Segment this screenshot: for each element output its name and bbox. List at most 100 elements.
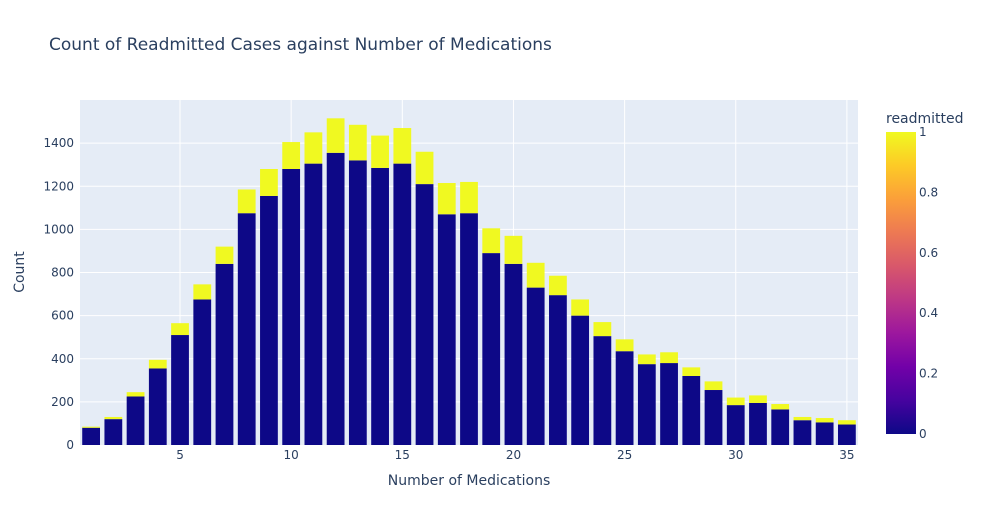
y-axis-ticks: 0 200 400 600 800 1000 1200 1400 bbox=[43, 136, 74, 452]
bar-readmitted-1-x4 bbox=[148, 359, 167, 369]
x-tick-label: 25 bbox=[617, 448, 632, 462]
bars-layer bbox=[82, 118, 856, 445]
bar-readmitted-1-x19 bbox=[482, 228, 501, 254]
bar-readmitted-0-x20 bbox=[504, 263, 523, 445]
bar-readmitted-1-x18 bbox=[460, 181, 478, 214]
bar-readmitted-1-x15 bbox=[393, 128, 412, 164]
bar-readmitted-1-x20 bbox=[504, 235, 523, 264]
bar-readmitted-1-x13 bbox=[348, 124, 367, 161]
colorbar-tick-label: 0.2 bbox=[919, 367, 938, 381]
bar-readmitted-0-x30 bbox=[726, 405, 745, 445]
bar-readmitted-1-x24 bbox=[593, 322, 612, 337]
bar-readmitted-0-x15 bbox=[393, 163, 412, 445]
bar-readmitted-0-x14 bbox=[371, 167, 389, 445]
bar-readmitted-1-x32 bbox=[771, 404, 790, 410]
bar-readmitted-0-x28 bbox=[682, 376, 701, 445]
bar-readmitted-1-x6 bbox=[193, 284, 212, 300]
bar-readmitted-0-x22 bbox=[549, 295, 567, 445]
bar-readmitted-0-x13 bbox=[348, 160, 367, 445]
bar-readmitted-0-x31 bbox=[749, 402, 767, 445]
bar-readmitted-0-x21 bbox=[526, 287, 545, 445]
bar-readmitted-0-x35 bbox=[837, 424, 856, 445]
bar-readmitted-1-x30 bbox=[726, 397, 745, 406]
colorbar-tick-label: 1 bbox=[919, 125, 927, 139]
bar-readmitted-0-x29 bbox=[704, 390, 723, 445]
bar-readmitted-0-x1 bbox=[82, 427, 101, 445]
bar-readmitted-1-x25 bbox=[615, 339, 634, 352]
x-tick-label: 35 bbox=[839, 448, 854, 462]
bar-readmitted-0-x25 bbox=[615, 351, 634, 445]
y-tick-label: 400 bbox=[51, 352, 74, 366]
bar-readmitted-0-x5 bbox=[171, 335, 189, 445]
bar-readmitted-0-x2 bbox=[104, 419, 123, 445]
bar-readmitted-0-x23 bbox=[571, 315, 590, 445]
chart-title: Count of Readmitted Cases against Number… bbox=[49, 35, 552, 55]
y-tick-label: 1000 bbox=[43, 222, 74, 236]
bar-readmitted-0-x32 bbox=[771, 409, 790, 445]
bar-readmitted-1-x33 bbox=[793, 416, 812, 421]
bar-readmitted-1-x23 bbox=[571, 299, 590, 316]
colorbar-tick-label: 0.6 bbox=[919, 246, 938, 260]
x-tick-label: 15 bbox=[395, 448, 410, 462]
x-tick-label: 5 bbox=[176, 448, 184, 462]
bar-readmitted-0-x12 bbox=[326, 152, 345, 445]
bar-readmitted-1-x22 bbox=[549, 275, 567, 296]
bar-readmitted-1-x5 bbox=[171, 323, 189, 336]
bar-readmitted-1-x1 bbox=[82, 426, 101, 428]
bar-readmitted-1-x26 bbox=[637, 354, 656, 365]
bar-readmitted-1-x16 bbox=[415, 151, 434, 185]
bar-readmitted-0-x19 bbox=[482, 253, 501, 445]
bar-readmitted-0-x16 bbox=[415, 184, 434, 445]
bar-readmitted-1-x10 bbox=[282, 142, 301, 169]
bar-readmitted-1-x31 bbox=[749, 395, 767, 403]
colorbar-tick-label: 0.4 bbox=[919, 306, 938, 320]
bar-readmitted-0-x4 bbox=[148, 368, 167, 445]
x-tick-label: 30 bbox=[728, 448, 743, 462]
bar-readmitted-1-x17 bbox=[437, 183, 456, 215]
bar-readmitted-0-x8 bbox=[237, 213, 256, 445]
colorbar-title: readmitted bbox=[886, 111, 964, 127]
bar-readmitted-1-x7 bbox=[215, 246, 234, 264]
bar-readmitted-1-x35 bbox=[837, 420, 856, 425]
bar-readmitted-0-x10 bbox=[282, 169, 301, 445]
bar-readmitted-1-x34 bbox=[815, 418, 834, 423]
bar-readmitted-0-x33 bbox=[793, 420, 812, 445]
colorbar-tick-label: 0 bbox=[919, 427, 927, 441]
colorbar-ticks: 0 0.2 0.4 0.6 0.8 1 bbox=[919, 125, 938, 441]
bar-readmitted-0-x17 bbox=[437, 214, 456, 445]
bar-readmitted-1-x3 bbox=[126, 392, 145, 397]
y-tick-label: 1200 bbox=[43, 179, 74, 193]
y-tick-label: 1400 bbox=[43, 136, 74, 150]
bar-readmitted-1-x12 bbox=[326, 118, 345, 153]
bar-readmitted-1-x28 bbox=[682, 367, 701, 376]
bar-readmitted-1-x21 bbox=[526, 262, 545, 288]
bar-readmitted-1-x9 bbox=[260, 169, 278, 196]
bar-readmitted-0-x26 bbox=[637, 364, 656, 445]
y-axis-title: Count bbox=[12, 251, 28, 293]
y-tick-label: 200 bbox=[51, 395, 74, 409]
bar-readmitted-0-x7 bbox=[215, 263, 234, 445]
bar-readmitted-1-x8 bbox=[237, 189, 256, 214]
y-tick-label: 600 bbox=[51, 309, 74, 323]
x-tick-label: 20 bbox=[506, 448, 521, 462]
bar-readmitted-1-x11 bbox=[304, 132, 323, 164]
bar-readmitted-0-x11 bbox=[304, 163, 323, 445]
y-tick-label: 800 bbox=[51, 266, 74, 280]
bar-readmitted-1-x2 bbox=[104, 416, 123, 420]
bar-readmitted-0-x27 bbox=[660, 363, 678, 445]
bar-readmitted-1-x14 bbox=[371, 135, 389, 168]
colorbar-tick-label: 0.8 bbox=[919, 185, 938, 199]
colorbar bbox=[886, 132, 916, 434]
x-axis-ticks: 5 10 15 20 25 30 35 bbox=[176, 448, 854, 462]
bar-readmitted-1-x29 bbox=[704, 381, 723, 391]
x-axis-title: Number of Medications bbox=[388, 473, 551, 489]
bar-readmitted-0-x24 bbox=[593, 336, 612, 445]
bar-readmitted-0-x6 bbox=[193, 299, 212, 445]
bar-readmitted-0-x3 bbox=[126, 396, 145, 445]
bar-readmitted-0-x34 bbox=[815, 422, 834, 445]
x-tick-label: 10 bbox=[284, 448, 299, 462]
bar-readmitted-0-x9 bbox=[260, 195, 278, 445]
bar-readmitted-0-x18 bbox=[460, 213, 478, 445]
